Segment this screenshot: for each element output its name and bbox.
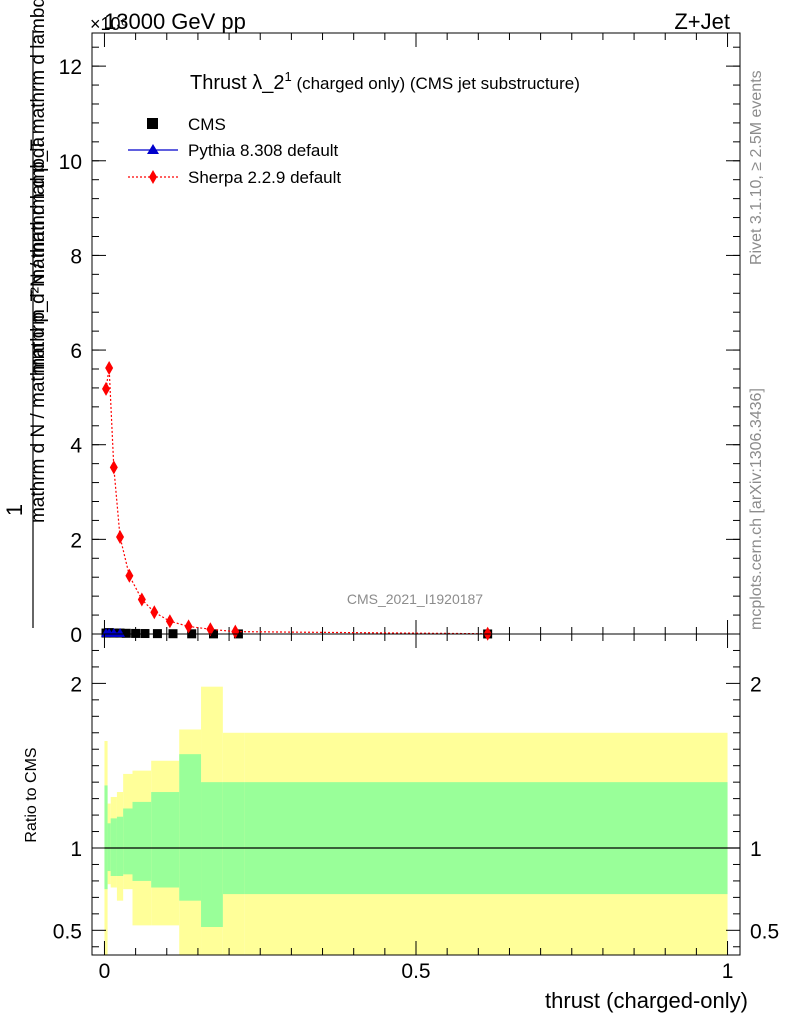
cms-point bbox=[131, 628, 141, 638]
legend-pythia-label: Pythia 8.308 default bbox=[188, 141, 339, 160]
ratio-ytick-label: 0.5 bbox=[53, 920, 82, 943]
ratio-ytick-label: 1 bbox=[70, 838, 82, 861]
ratio-band-green bbox=[110, 818, 117, 876]
ratio-frame bbox=[91, 633, 741, 956]
x-axis-label: thrust (charged-only) bbox=[545, 988, 748, 1013]
energy-label: 13000 GeV pp bbox=[104, 9, 246, 34]
legend-sherpa-label: Sherpa 2.2.9 default bbox=[188, 168, 341, 187]
legend-sherpa-marker bbox=[149, 170, 157, 184]
main-ytick-label: 6 bbox=[70, 340, 82, 363]
sherpa-point bbox=[150, 605, 159, 620]
exponent-label: ×10⁶ bbox=[90, 14, 128, 34]
sherpa-point bbox=[109, 460, 118, 475]
ratio-ytick-label-right: 0.5 bbox=[750, 920, 779, 943]
ratio-band-green bbox=[107, 823, 111, 872]
main-ticks: 0 2 4 6 8 10 12 bbox=[59, 33, 740, 647]
y-label-main: mathrm d²N / mathrm d p_T mathrm d lambd… bbox=[28, 0, 49, 374]
ratio-ytick-label: 2 bbox=[70, 673, 82, 696]
main-ytick-label: 10 bbox=[59, 151, 82, 174]
sherpa-point bbox=[231, 624, 240, 639]
title-main: Thrust λ_2 bbox=[190, 72, 284, 94]
main-ytick-label: 8 bbox=[70, 245, 82, 268]
chart-title: Thrust λ_21 (charged only) (CMS jet subs… bbox=[190, 69, 580, 94]
y-label-numerator: 1 bbox=[2, 504, 27, 516]
main-ytick-label: 4 bbox=[70, 435, 82, 458]
ratio-band-green bbox=[201, 782, 223, 928]
legend-cms-marker bbox=[147, 118, 158, 129]
ratio-band-green bbox=[132, 801, 152, 881]
sherpa-point bbox=[137, 592, 146, 607]
ratio-band-green bbox=[179, 754, 202, 901]
legend: CMS Pythia 8.308 default Sherpa 2.2.9 de… bbox=[128, 115, 341, 187]
sherpa-point bbox=[116, 529, 125, 544]
sherpa-point bbox=[206, 622, 215, 637]
mcplots-label: mcplots.cern.ch [arXiv:1306.3436] bbox=[748, 388, 765, 630]
sherpa-point bbox=[105, 361, 114, 376]
ratio-y-label: Ratio to CMS bbox=[23, 747, 40, 842]
ratio-band-green bbox=[123, 808, 133, 875]
ratio-band-green bbox=[244, 782, 728, 895]
main-panel: 0 2 4 6 8 10 12 Thrust λ_21 (charged only) (CM… bbox=[59, 32, 741, 647]
series-line-2 bbox=[105, 367, 488, 635]
xtick-label: 1 bbox=[722, 960, 734, 983]
sherpa-point bbox=[102, 381, 111, 396]
ratio-ticks: 0.5 0.5 1 1 2 2 0 0.5 1 bbox=[53, 634, 779, 983]
main-ytick-label: 12 bbox=[59, 56, 82, 79]
rivet-label: Rivet 3.1.10, ≥ 2.5M events bbox=[748, 70, 765, 265]
ratio-panel: 0.5 0.5 1 1 2 2 0 0.5 1 bbox=[53, 633, 779, 983]
sherpa-point bbox=[165, 614, 174, 629]
ratio-band-green bbox=[104, 785, 108, 890]
ratio-band-green bbox=[151, 792, 180, 888]
watermark: CMS_2021_I1920187 bbox=[347, 591, 483, 607]
ratio-band-green bbox=[222, 782, 245, 895]
cms-point bbox=[121, 628, 131, 638]
sherpa-point bbox=[125, 568, 134, 583]
process-label: Z+Jet bbox=[674, 9, 730, 34]
ratio-band-green bbox=[116, 816, 124, 876]
title-rest: (charged only) (CMS jet substructure) bbox=[292, 74, 580, 93]
main-ytick-label: 0 bbox=[70, 624, 82, 647]
pythia-point bbox=[115, 628, 126, 638]
legend-pythia-marker bbox=[147, 144, 159, 154]
title-sup: 1 bbox=[284, 69, 291, 84]
xtick-label: 0.5 bbox=[401, 960, 430, 983]
ratio-ytick-label-right: 2 bbox=[750, 673, 762, 696]
ratio-ytick-label-right: 1 bbox=[750, 838, 762, 861]
xtick-label: 0 bbox=[99, 960, 111, 983]
sherpa-point bbox=[184, 619, 193, 634]
main-ytick-label: 2 bbox=[70, 529, 82, 552]
legend-cms-label: CMS bbox=[188, 115, 226, 134]
main-y-axis-label: 1 mathrm d N / mathrm d p_T mathrm d lam… bbox=[2, 0, 49, 628]
y-label-denominator: mathrm d N / mathrm d p_T mathrm d lambd… bbox=[28, 137, 49, 524]
ratio-bands bbox=[104, 686, 740, 955]
